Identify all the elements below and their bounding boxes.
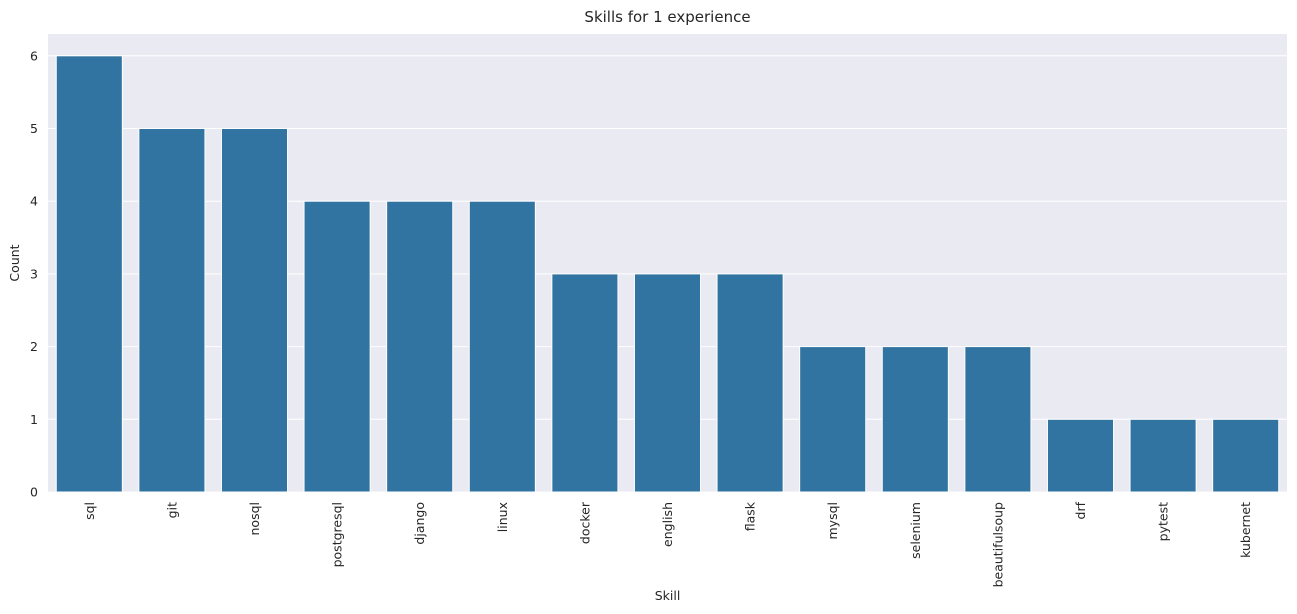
bar-docker <box>551 273 619 493</box>
y-tick-labels: 0 1 2 3 4 5 6 <box>30 48 38 499</box>
chart-title: Skills for 1 experience <box>584 8 750 26</box>
bar-sql <box>55 55 123 493</box>
x-tick-label-postgresql: postgresql <box>330 502 345 567</box>
y-tick-label: 2 <box>30 339 38 354</box>
y-tick-label: 6 <box>30 48 38 63</box>
x-tick-label-pytest: pytest <box>1156 502 1171 541</box>
x-axis-label: Skill <box>655 588 681 603</box>
x-tick-label-beautifulsoup: beautifulsoup <box>990 502 1005 587</box>
x-tick-label-nosql: nosql <box>247 502 262 536</box>
bar-git <box>138 128 206 493</box>
x-tick-labels: sql git nosql postgresql django linux docker en… <box>82 501 1253 587</box>
x-tick-label-english: english <box>660 502 675 547</box>
y-tick-label: 3 <box>30 266 38 281</box>
bar-english <box>633 273 702 493</box>
x-tick-label-flask: flask <box>743 501 758 531</box>
x-tick-label-selenium: selenium <box>908 502 923 559</box>
x-tick-label-docker: docker <box>577 501 592 544</box>
x-tick-label-mysql: mysql <box>825 502 840 540</box>
bar-kubernet <box>1212 418 1280 493</box>
bar-beautifulsoup <box>964 346 1032 493</box>
bar-pytest <box>1129 418 1197 493</box>
bar-mysql <box>799 346 867 493</box>
x-tick-label-drf: drf <box>1073 501 1088 519</box>
bar-drf <box>1046 418 1115 493</box>
y-tick-label: 0 <box>30 485 38 500</box>
y-axis-label: Count <box>7 244 22 281</box>
bar-postgresql <box>303 200 371 493</box>
x-tick-label-sql: sql <box>82 502 97 520</box>
x-tick-label-linux: linux <box>495 502 510 532</box>
bar-selenium <box>881 346 949 493</box>
x-tick-label-git: git <box>164 502 179 518</box>
bar-django <box>386 200 454 493</box>
bars <box>55 55 1280 493</box>
bar-nosql <box>220 128 289 493</box>
bar-flask <box>716 273 784 493</box>
bar-linux <box>468 200 536 493</box>
x-tick-label-kubernet: kubernet <box>1238 502 1253 558</box>
x-tick-label-django: django <box>412 502 427 545</box>
y-tick-label: 4 <box>30 194 38 209</box>
y-tick-label: 1 <box>30 412 38 427</box>
y-tick-label: 5 <box>30 121 38 136</box>
